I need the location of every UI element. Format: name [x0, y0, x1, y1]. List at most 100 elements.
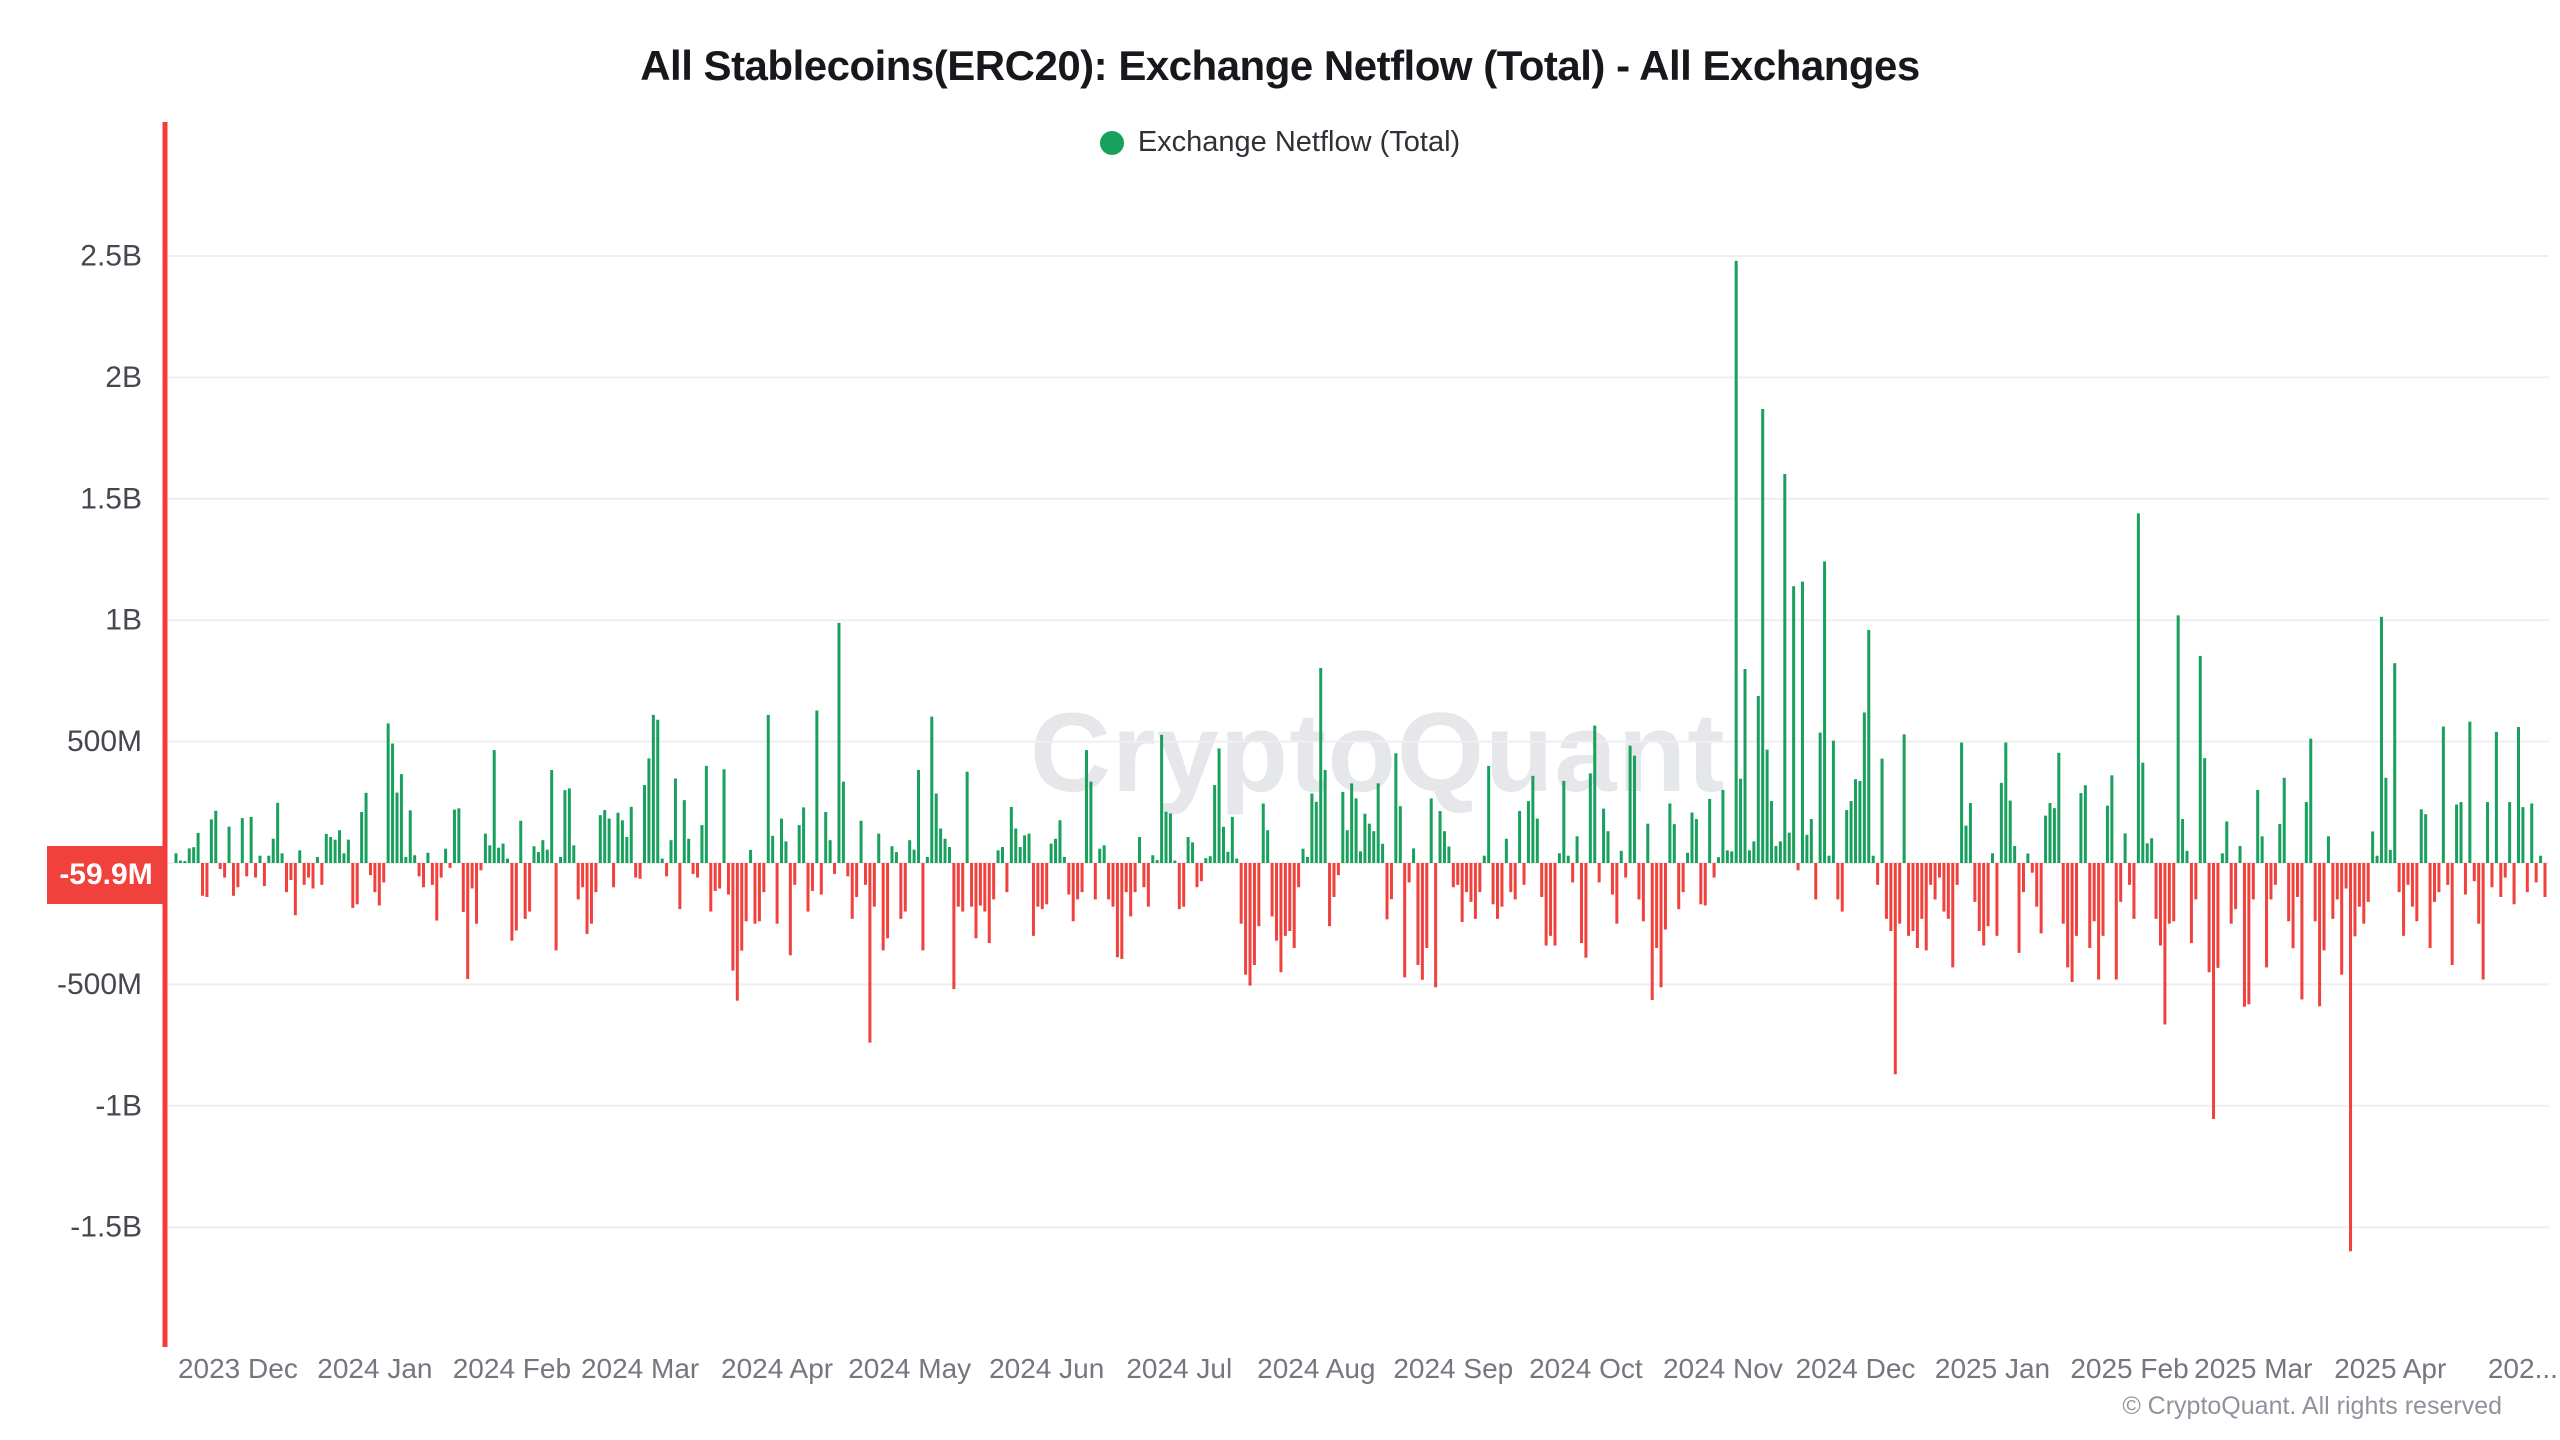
netflow-bar[interactable]	[2189, 863, 2193, 944]
netflow-bar[interactable]	[505, 858, 509, 863]
netflow-bar[interactable]	[1535, 818, 1539, 863]
netflow-bar[interactable]	[930, 716, 934, 863]
netflow-bar[interactable]	[775, 863, 779, 924]
netflow-bar[interactable]	[2525, 863, 2529, 893]
netflow-bar[interactable]	[766, 714, 770, 863]
netflow-bar[interactable]	[1593, 725, 1597, 863]
netflow-bar[interactable]	[1960, 742, 1964, 863]
netflow-bar[interactable]	[483, 833, 487, 863]
netflow-bar[interactable]	[2083, 785, 2087, 863]
netflow-bar[interactable]	[625, 837, 629, 863]
netflow-bar[interactable]	[2242, 863, 2246, 1007]
netflow-bar[interactable]	[917, 770, 921, 863]
netflow-bar[interactable]	[2008, 800, 2012, 863]
netflow-bar[interactable]	[302, 863, 306, 885]
netflow-bar[interactable]	[1354, 798, 1358, 863]
netflow-bar[interactable]	[2530, 803, 2534, 863]
netflow-bar[interactable]	[1323, 770, 1327, 863]
netflow-bar[interactable]	[673, 778, 677, 863]
netflow-bar[interactable]	[665, 863, 669, 877]
netflow-bar[interactable]	[740, 863, 744, 951]
netflow-bar[interactable]	[1084, 750, 1088, 863]
netflow-bar[interactable]	[859, 820, 863, 863]
netflow-bar[interactable]	[1093, 863, 1097, 900]
netflow-bar[interactable]	[1239, 863, 1243, 924]
netflow-bar[interactable]	[908, 840, 912, 863]
netflow-bar[interactable]	[2145, 843, 2149, 863]
netflow-bar[interactable]	[2154, 863, 2158, 919]
netflow-bar[interactable]	[1005, 863, 1009, 893]
netflow-bar[interactable]	[696, 863, 700, 878]
netflow-bar[interactable]	[1160, 734, 1164, 863]
netflow-bar[interactable]	[1557, 853, 1561, 863]
netflow-bar[interactable]	[528, 863, 532, 912]
netflow-bar[interactable]	[1279, 863, 1283, 973]
netflow-bar[interactable]	[2366, 863, 2370, 902]
netflow-bar[interactable]	[298, 850, 302, 863]
netflow-bar[interactable]	[2048, 803, 2052, 863]
netflow-bar[interactable]	[2455, 804, 2459, 863]
netflow-bar[interactable]	[1168, 813, 1172, 863]
netflow-bar[interactable]	[2013, 846, 2017, 863]
netflow-bar[interactable]	[1964, 825, 1968, 863]
netflow-bar[interactable]	[1796, 863, 1800, 871]
netflow-bar[interactable]	[178, 860, 182, 863]
netflow-bar[interactable]	[192, 847, 196, 863]
netflow-bar[interactable]	[726, 863, 730, 895]
netflow-bar[interactable]	[523, 863, 527, 919]
netflow-bar[interactable]	[1995, 863, 1999, 936]
netflow-bar[interactable]	[1933, 863, 1937, 900]
netflow-bar[interactable]	[1465, 863, 1469, 893]
netflow-bar[interactable]	[373, 863, 377, 893]
netflow-bar[interactable]	[1138, 837, 1142, 863]
netflow-bar[interactable]	[249, 816, 253, 863]
netflow-bar[interactable]	[1151, 855, 1155, 863]
netflow-bar[interactable]	[2075, 863, 2078, 936]
netflow-bar[interactable]	[1805, 834, 1809, 863]
netflow-bar[interactable]	[183, 861, 187, 863]
netflow-bar[interactable]	[236, 863, 240, 888]
netflow-bar[interactable]	[1756, 695, 1760, 863]
netflow-bar[interactable]	[1345, 830, 1349, 863]
netflow-bar[interactable]	[934, 793, 938, 863]
netflow-bar[interactable]	[510, 863, 514, 941]
netflow-bar[interactable]	[735, 863, 739, 1001]
netflow-bar[interactable]	[2278, 823, 2282, 863]
netflow-bar[interactable]	[1929, 863, 1933, 885]
netflow-bar[interactable]	[1429, 798, 1433, 863]
netflow-bar[interactable]	[1641, 863, 1645, 922]
netflow-bar[interactable]	[1208, 856, 1212, 863]
netflow-bar[interactable]	[386, 723, 390, 863]
netflow-bar[interactable]	[497, 847, 501, 863]
netflow-bar[interactable]	[1394, 753, 1398, 863]
netflow-bar[interactable]	[2291, 863, 2295, 949]
netflow-bar[interactable]	[616, 812, 620, 863]
netflow-bar[interactable]	[399, 774, 403, 863]
netflow-bar[interactable]	[448, 863, 452, 868]
netflow-bar[interactable]	[1217, 748, 1221, 863]
netflow-bar[interactable]	[1884, 863, 1888, 919]
netflow-bar[interactable]	[1840, 863, 1844, 912]
netflow-bar[interactable]	[1275, 863, 1279, 941]
netflow-bar[interactable]	[2322, 863, 2326, 951]
netflow-bar[interactable]	[1451, 863, 1455, 888]
netflow-bar[interactable]	[1341, 791, 1345, 863]
netflow-bar[interactable]	[1221, 826, 1225, 863]
netflow-bar[interactable]	[1412, 848, 1416, 863]
netflow-bar[interactable]	[1129, 863, 1133, 917]
netflow-bar[interactable]	[1124, 863, 1128, 893]
netflow-bar[interactable]	[1553, 863, 1557, 946]
netflow-bar[interactable]	[2340, 863, 2344, 975]
netflow-bar[interactable]	[2256, 789, 2260, 863]
netflow-bar[interactable]	[1500, 863, 1504, 907]
netflow-bar[interactable]	[788, 863, 792, 956]
netflow-bar[interactable]	[881, 863, 885, 951]
netflow-bar[interactable]	[368, 863, 372, 876]
netflow-bar[interactable]	[2331, 863, 2335, 919]
netflow-bar[interactable]	[262, 863, 266, 887]
netflow-bar[interactable]	[603, 810, 607, 863]
netflow-bar[interactable]	[890, 846, 894, 863]
netflow-bar[interactable]	[364, 792, 368, 863]
netflow-bar[interactable]	[1301, 848, 1305, 863]
netflow-bar[interactable]	[2172, 863, 2176, 922]
